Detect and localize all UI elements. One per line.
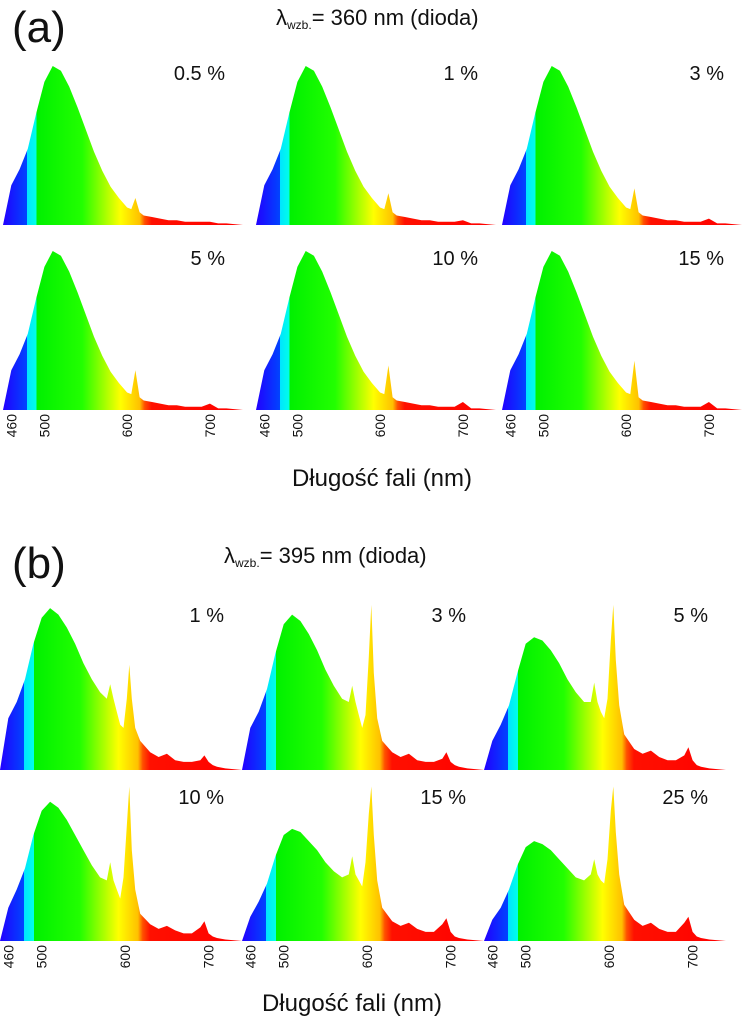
panel-b-tick-label-3-460: 460: [484, 945, 500, 969]
panel-a-concentration-label-3: 3 %: [690, 63, 725, 85]
panel-b-concentration-label-1: 1 %: [190, 605, 225, 627]
panel-b-tick-label-2-500: 500: [276, 945, 292, 969]
panel-a-spectrum-5: [256, 251, 496, 410]
panel-a-tick-label-1-700: 700: [202, 414, 218, 438]
panel-b-label: (b): [12, 539, 66, 588]
panel-b-lambda-symbol: λ: [224, 543, 235, 568]
panel-a-tick-label-2-600: 600: [372, 414, 388, 438]
panel-b-x-axis-title: Długość fali (nm): [262, 990, 442, 1017]
panel-b-lambda-subscript: wzb.: [234, 556, 260, 570]
panel-b-tick-label-1-500: 500: [34, 945, 50, 969]
panel-b-spectrum-1: [0, 608, 242, 770]
panel-a-tick-label-2-500: 500: [289, 414, 305, 438]
panel-b-tick-label-2-460: 460: [242, 945, 258, 969]
panel-a-lambda-symbol: λ: [276, 5, 287, 30]
panel-b-tick-label-1-700: 700: [201, 945, 217, 969]
panel-a-tick-label-3-700: 700: [701, 414, 717, 438]
x-tick-labels: 460 500 600 700 460 500 600 700 460 500 600 700 460 5…: [0, 414, 717, 969]
panel-a-excitation-title: λwzb.= 360 nm (dioda): [276, 5, 479, 32]
panel-a-concentration-label-6: 15 %: [678, 248, 724, 270]
panel-a-excitation-value: = 360 nm (dioda): [312, 5, 479, 30]
panel-a-concentration-label-4: 5 %: [191, 248, 226, 270]
subplot-grid: 0.5 % 1 % 3 % 5 % 10 % 15 % 1 % 3 % 5 % 10 % 15 % 2…: [0, 63, 742, 941]
panel-a-spectrum-3: [502, 66, 742, 225]
panel-a-concentration-label-1: 0.5 %: [174, 63, 225, 85]
panel-a-spectrum-4: [3, 251, 243, 410]
panel-a-spectrum-2: [256, 66, 496, 225]
panel-b-concentration-label-3: 5 %: [674, 605, 709, 627]
panel-a-tick-label-3-600: 600: [618, 414, 634, 438]
panel-b-spectrum-3: [484, 604, 726, 770]
panel-a-tick-label-3-500: 500: [535, 414, 551, 438]
panel-b-spectrum-4: [0, 786, 242, 941]
panel-a-concentration-label-2: 1 %: [444, 63, 479, 85]
panel-a-label: (a): [12, 3, 66, 52]
panel-b-tick-label-2-600: 600: [359, 945, 375, 969]
panel-b-tick-label-1-600: 600: [117, 945, 133, 969]
panel-b-tick-label-3-600: 600: [601, 945, 617, 969]
panel-a-tick-label-2-700: 700: [455, 414, 471, 438]
panel-b-excitation-title: λwzb.= 395 nm (dioda): [224, 543, 427, 570]
panel-b-tick-label-3-500: 500: [518, 945, 534, 969]
panel-b-tick-label-2-700: 700: [443, 945, 459, 969]
panel-b-spectrum-2: [242, 604, 484, 770]
panel-a-spectrum-6: [502, 251, 742, 410]
panel-a-x-axis-title: Długość fali (nm): [292, 465, 472, 492]
panel-b-concentration-label-6: 25 %: [662, 787, 708, 809]
panel-b-excitation-value: = 395 nm (dioda): [260, 543, 427, 568]
panel-a-tick-label-1-500: 500: [36, 414, 52, 438]
panel-b-spectrum-5: [242, 786, 484, 941]
panel-a-tick-label-2-460: 460: [256, 414, 272, 438]
panel-a-tick-label-1-600: 600: [119, 414, 135, 438]
panel-a-tick-label-3-460: 460: [502, 414, 518, 438]
panel-b-concentration-label-2: 3 %: [432, 605, 467, 627]
panel-a-concentration-label-5: 10 %: [432, 248, 478, 270]
panel-a-tick-label-1-460: 460: [3, 414, 19, 438]
panel-b-concentration-label-5: 15 %: [420, 787, 466, 809]
panel-a-spectrum-1: [3, 66, 243, 225]
panel-b-tick-label-3-700: 700: [685, 945, 701, 969]
panel-b-concentration-label-4: 10 %: [178, 787, 224, 809]
panel-a-lambda-subscript: wzb.: [286, 18, 312, 32]
panel-b-tick-label-1-460: 460: [0, 945, 16, 969]
panel-b-spectrum-6: [484, 786, 726, 941]
